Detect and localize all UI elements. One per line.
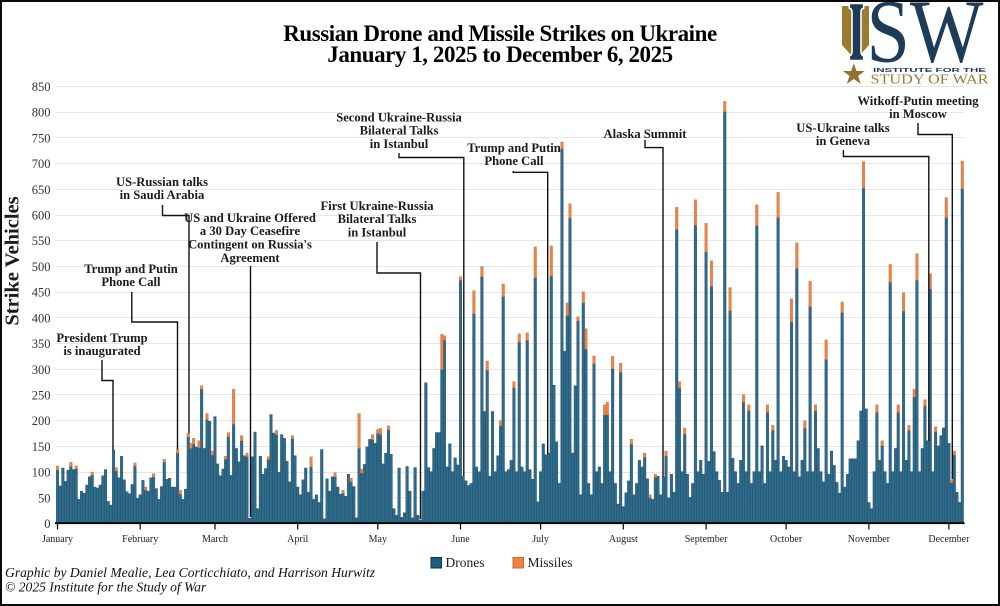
svg-text:650: 650 (32, 183, 51, 197)
svg-text:September: September (685, 534, 728, 545)
svg-text:Second Ukraine-Russia: Second Ukraine-Russia (336, 110, 462, 124)
svg-text:300: 300 (32, 363, 51, 377)
svg-text:First Ukraine-Russia: First Ukraine-Russia (321, 199, 435, 213)
svg-text:a 30 Day Ceasefire: a 30 Day Ceasefire (200, 224, 301, 238)
svg-text:Missiles: Missiles (528, 555, 573, 570)
svg-text:Bilateral Talks: Bilateral Talks (360, 124, 439, 138)
svg-text:in Moscow: in Moscow (889, 107, 948, 121)
svg-text:in Istanbul: in Istanbul (348, 226, 407, 240)
svg-text:US-Ukraine talks: US-Ukraine talks (796, 121, 890, 135)
svg-text:50: 50 (38, 491, 51, 505)
svg-text:550: 550 (32, 234, 51, 248)
svg-text:February: February (122, 534, 158, 545)
svg-text:450: 450 (32, 286, 51, 300)
svg-text:in Saudi Arabia: in Saudi Arabia (120, 188, 205, 202)
svg-text:Strike Vehicles: Strike Vehicles (2, 196, 24, 325)
svg-text:200: 200 (32, 414, 51, 428)
svg-text:350: 350 (32, 337, 51, 351)
svg-text:150: 150 (32, 440, 51, 454)
svg-text:500: 500 (32, 260, 51, 274)
svg-text:Trump and Putin: Trump and Putin (467, 141, 561, 155)
svg-text:400: 400 (32, 311, 51, 325)
svg-text:100: 100 (32, 466, 51, 480)
svg-text:600: 600 (32, 209, 51, 223)
svg-text:August: August (609, 534, 638, 545)
svg-text:Phone Call: Phone Call (484, 154, 544, 168)
svg-text:Phone Call: Phone Call (101, 275, 161, 289)
svg-text:Contingent on Russia's: Contingent on Russia's (188, 238, 312, 252)
svg-text:October: October (770, 534, 803, 545)
svg-text:January: January (42, 534, 73, 545)
svg-text:December: December (928, 534, 970, 545)
svg-text:April: April (287, 534, 308, 545)
svg-text:STUDY OF WAR: STUDY OF WAR (871, 72, 989, 87)
svg-text:250: 250 (32, 388, 51, 402)
svg-text:700: 700 (32, 157, 51, 171)
svg-text:Witkoff-Putin meeting: Witkoff-Putin meeting (857, 94, 979, 108)
svg-text:800: 800 (32, 106, 51, 120)
svg-text:July: July (532, 534, 549, 545)
svg-text:© 2025 Institute for the Study: © 2025 Institute for the Study of War (5, 580, 207, 595)
svg-text:May: May (369, 534, 387, 545)
svg-text:Agreement: Agreement (220, 251, 280, 265)
svg-text:Alaska Summit: Alaska Summit (604, 127, 688, 141)
svg-text:0: 0 (44, 517, 50, 531)
svg-text:November: November (848, 534, 891, 545)
svg-text:SW: SW (867, 0, 984, 82)
svg-text:Trump and Putin: Trump and Putin (84, 262, 178, 276)
svg-text:March: March (202, 534, 228, 545)
svg-text:Drones: Drones (446, 555, 485, 570)
svg-text:is inaugurated: is inaugurated (63, 344, 140, 358)
svg-text:US-Russian talks: US-Russian talks (116, 175, 208, 189)
svg-text:June: June (451, 534, 470, 545)
svg-text:President Trump: President Trump (56, 331, 147, 345)
svg-text:Graphic by Daniel Mealie, Lea: Graphic by Daniel Mealie, Lea Corticchia… (5, 565, 376, 580)
svg-text:INSTITUTE FOR THE: INSTITUTE FOR THE (873, 68, 986, 74)
svg-text:US and Ukraine Offered: US and Ukraine Offered (184, 211, 316, 225)
svg-text:Bilateral Talks: Bilateral Talks (338, 212, 417, 226)
svg-text:750: 750 (32, 131, 51, 145)
svg-text:850: 850 (32, 80, 51, 94)
svg-text:in Istanbul: in Istanbul (370, 137, 429, 151)
svg-text:in Geneva: in Geneva (816, 134, 871, 148)
